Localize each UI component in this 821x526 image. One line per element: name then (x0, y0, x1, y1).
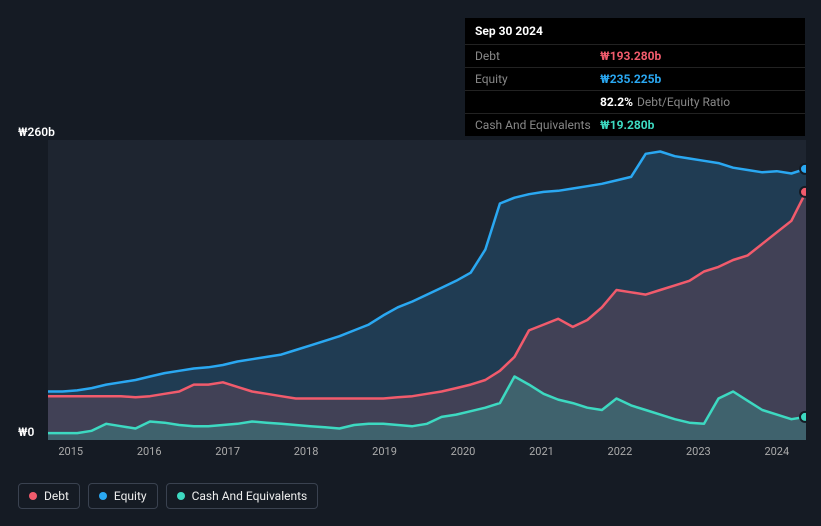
tooltip-row-value: ₩193.280b (600, 49, 661, 63)
series-end-dot-cash (800, 412, 806, 422)
tooltip-row: 82.2% Debt/Equity Ratio (465, 90, 805, 113)
y-axis-min: ₩0 (18, 425, 34, 439)
chart-tooltip: Sep 30 2024 Debt₩193.280bEquity₩235.225b… (465, 18, 805, 136)
tooltip-row-value: ₩19.280b (600, 118, 654, 132)
x-tick: 2022 (608, 445, 633, 458)
x-tick: 2019 (372, 445, 397, 458)
legend-label: Debt (44, 489, 69, 503)
tooltip-row-value: ₩235.225b (600, 72, 661, 86)
series-end-dot-debt (800, 187, 806, 197)
tooltip-date: Sep 30 2024 (465, 18, 805, 44)
tooltip-row: Debt₩193.280b (465, 44, 805, 67)
tooltip-row-label: Equity (475, 72, 600, 86)
x-tick: 2024 (764, 445, 789, 458)
legend-item[interactable]: Cash And Equivalents (166, 483, 319, 509)
chart-plot[interactable] (48, 140, 806, 440)
x-tick: 2018 (294, 445, 319, 458)
tooltip-row-label (475, 95, 600, 109)
x-tick: 2016 (137, 445, 162, 458)
x-tick: 2020 (451, 445, 476, 458)
tooltip-ratio-label: Debt/Equity Ratio (637, 95, 730, 109)
x-tick: 2015 (58, 445, 83, 458)
legend-label: Equity (114, 489, 147, 503)
legend-dot (29, 492, 37, 500)
legend-item[interactable]: Debt (18, 483, 80, 509)
tooltip-ratio-value: 82.2% (600, 95, 633, 109)
tooltip-row: Equity₩235.225b (465, 67, 805, 90)
legend-dot (177, 492, 185, 500)
series-end-dot-equity (800, 164, 806, 174)
x-tick: 2023 (686, 445, 711, 458)
x-tick: 2017 (215, 445, 240, 458)
tooltip-row: Cash And Equivalents₩19.280b (465, 113, 805, 136)
legend-item[interactable]: Equity (88, 483, 158, 509)
chart-area: ₩260b ₩0 2015 2016 2017 2018 2019 2020 2021 202… (18, 125, 808, 475)
tooltip-row-label: Cash And Equivalents (475, 118, 600, 132)
legend-label: Cash And Equivalents (192, 489, 308, 503)
legend-dot (99, 492, 107, 500)
x-tick: 2021 (529, 445, 554, 458)
y-axis-max: ₩260b (18, 125, 55, 139)
tooltip-row-label: Debt (475, 49, 600, 63)
legend: Debt Equity Cash And Equivalents (18, 483, 318, 509)
